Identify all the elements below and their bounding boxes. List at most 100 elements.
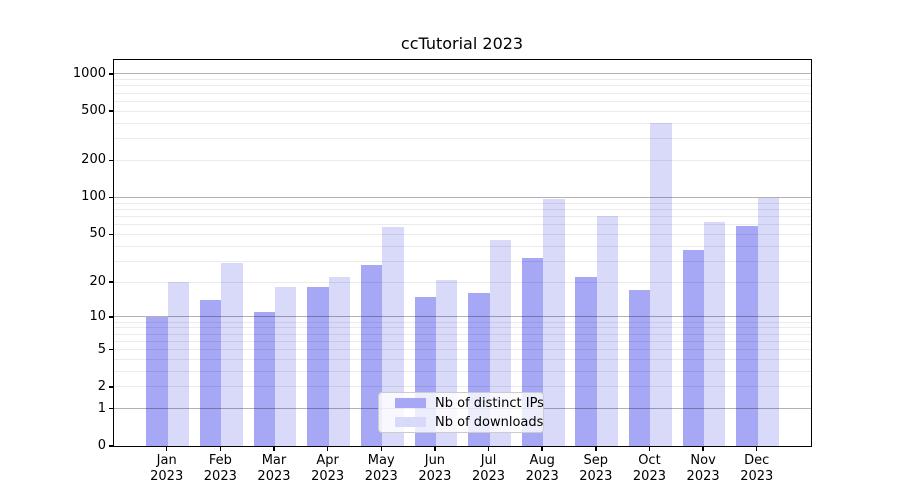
bar-distinct-ips-oct [629, 290, 651, 446]
y-tick-mark [109, 407, 113, 410]
x-tick-year: 2023 [740, 469, 774, 484]
y-tick-label-20: 20 [89, 274, 106, 290]
legend-label: Nb of downloads [435, 414, 544, 430]
bar-downloads-oct [650, 123, 672, 446]
y-tick-mark [109, 348, 113, 351]
x-tick-label-jun: Jun 2023 [408, 453, 462, 485]
gridline-300 [114, 138, 811, 140]
y-tick-label-500: 500 [81, 103, 106, 119]
bar-downloads-aug [543, 198, 565, 446]
gridline-10 [114, 316, 811, 318]
x-tick-month: Jan [156, 453, 177, 468]
gridline-700 [114, 92, 811, 94]
bar-downloads-dec [757, 197, 780, 446]
x-tick-mark [755, 447, 758, 451]
legend-item: Nb of downloads [395, 414, 543, 431]
y-tick-label-50: 50 [89, 226, 106, 242]
chart-title: ccTutorial 2023 [400, 34, 524, 53]
x-tick-mark [380, 447, 382, 451]
x-tick-year: 2023 [471, 469, 506, 484]
bar-downloads-apr [328, 277, 350, 446]
x-tick-month: Jul [480, 453, 497, 468]
gridline-50 [114, 233, 811, 235]
x-tick-label-oct: Oct 2023 [622, 453, 676, 485]
bar-downloads-nov [704, 222, 726, 446]
x-tick-mark [434, 447, 436, 451]
y-tick-mark [109, 445, 113, 447]
x-tick-mark [487, 447, 490, 451]
x-tick-month: Mar [261, 453, 287, 468]
x-tick-year: 2023 [579, 469, 613, 484]
x-tick-label-nov: Nov 2023 [676, 453, 730, 485]
gridline-70 [114, 215, 811, 217]
y-tick-mark [109, 196, 113, 199]
legend-swatch-downloads [395, 417, 426, 427]
x-tick-year: 2023 [203, 469, 237, 484]
x-tick-mark [541, 447, 543, 451]
bar-downloads-may [382, 227, 404, 446]
x-tick-label-dec: Dec 2023 [730, 453, 784, 485]
gridline-100 [114, 197, 811, 198]
x-tick-label-sep: Sep 2023 [569, 453, 623, 485]
y-tick-mark [109, 386, 113, 388]
x-tick-label-apr: Apr 2023 [301, 453, 355, 485]
x-tick-year: 2023 [525, 469, 559, 484]
x-tick-label-mar: Mar 2023 [247, 453, 301, 485]
gridline-7 [114, 333, 811, 335]
legend-swatch-distinct-ips [395, 398, 426, 408]
gridline-500 [114, 110, 811, 112]
bar-distinct-ips-nov [682, 250, 705, 446]
y-tick-mark [109, 159, 113, 162]
x-tick-month: Apr [316, 453, 339, 468]
bar-distinct-ips-jan [146, 316, 168, 446]
x-tick-mark [326, 447, 329, 451]
y-tick-label-200: 200 [81, 152, 106, 168]
gridline-30 [114, 260, 811, 262]
grid-layer [114, 60, 811, 446]
x-tick-year: 2023 [632, 469, 666, 484]
bar-distinct-ips-may [360, 264, 383, 446]
x-tick-month: Oct [638, 453, 661, 468]
gridline-90 [114, 202, 811, 204]
x-tick-label-may: May 2023 [354, 453, 408, 485]
x-tick-year: 2023 [418, 469, 452, 484]
bar-downloads-jan [167, 282, 190, 446]
x-tick-month: Nov [690, 453, 716, 468]
y-tick-label-1: 1 [97, 400, 106, 416]
bar-distinct-ips-dec [736, 226, 758, 446]
bar-distinct-ips-apr [307, 287, 329, 446]
gridline-800 [114, 85, 811, 87]
gridline-5 [114, 349, 811, 350]
y-tick-mark [109, 110, 113, 112]
bar-distinct-ips-mar [253, 312, 275, 446]
gridline-2 [114, 386, 811, 388]
x-tick-month: May [367, 453, 395, 468]
legend: Nb of distinct IPs Nb of downloads [378, 392, 544, 433]
x-tick-year: 2023 [686, 469, 720, 484]
y-tick-label-100: 100 [81, 189, 106, 205]
x-tick-month: Jun [424, 453, 446, 468]
x-tick-month: Dec [744, 453, 770, 468]
x-tick-label-feb: Feb 2023 [193, 453, 247, 485]
gridline-900 [114, 79, 811, 81]
y-tick-label-1000: 1000 [72, 65, 106, 81]
y-tick-label-5: 5 [97, 341, 106, 357]
bar-downloads-mar [274, 287, 297, 446]
x-tick-year: 2023 [257, 469, 291, 484]
x-tick-month: Feb [208, 453, 232, 468]
x-tick-year: 2023 [364, 469, 398, 484]
x-tick-month: Aug [529, 453, 555, 468]
bar-downloads-feb [221, 262, 243, 446]
y-tick-mark [109, 281, 113, 283]
y-tick-label-10: 10 [89, 308, 106, 324]
gridline-60 [114, 224, 811, 226]
gridline-3 [114, 370, 811, 372]
gridline-40 [114, 245, 811, 247]
y-tick-label-2: 2 [97, 378, 106, 394]
gridline-6 [114, 340, 811, 342]
x-tick-mark [595, 447, 597, 451]
plot-area [113, 59, 812, 447]
gridline-80 [114, 208, 811, 210]
x-tick-mark [165, 447, 168, 451]
